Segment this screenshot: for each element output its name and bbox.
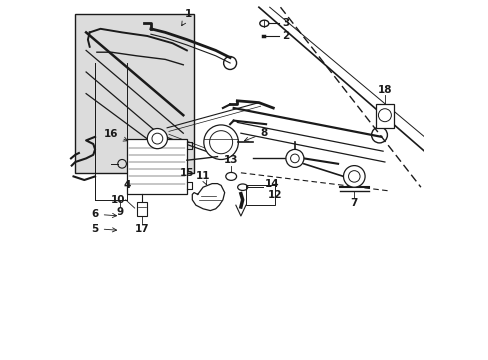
Text: 15: 15	[179, 168, 194, 178]
Text: 17: 17	[134, 224, 149, 234]
Circle shape	[147, 129, 167, 149]
Text: 10: 10	[111, 195, 125, 205]
Bar	[375, 104, 393, 128]
Text: 14: 14	[264, 179, 279, 189]
Circle shape	[285, 149, 303, 167]
Text: 9: 9	[117, 207, 123, 217]
Text: 2: 2	[282, 31, 289, 41]
Bar	[75, 14, 194, 173]
Text: 5: 5	[91, 224, 116, 234]
Bar	[136, 202, 147, 216]
Text: 12: 12	[267, 190, 282, 200]
Text: 7: 7	[350, 198, 357, 208]
Text: 18: 18	[377, 85, 391, 95]
Circle shape	[343, 166, 365, 187]
Circle shape	[203, 125, 238, 159]
Bar	[127, 139, 186, 194]
Text: 16: 16	[104, 129, 127, 141]
Text: 3: 3	[282, 18, 289, 28]
Bar	[246, 185, 275, 205]
Text: 4: 4	[123, 180, 131, 190]
Text: 13: 13	[224, 155, 238, 165]
Text: 11: 11	[196, 171, 210, 185]
Text: 1: 1	[182, 9, 192, 26]
Text: 6: 6	[91, 209, 116, 219]
Text: 8: 8	[244, 128, 267, 141]
